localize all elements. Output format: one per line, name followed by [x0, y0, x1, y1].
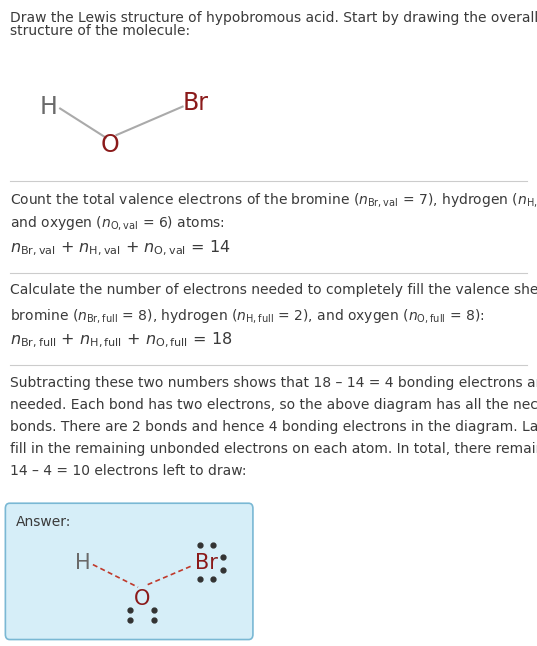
Text: Br: Br — [183, 91, 209, 116]
Text: Br: Br — [195, 554, 218, 573]
Text: $n_{\mathrm{Br,val}}$ + $n_{\mathrm{H,val}}$ + $n_{\mathrm{O,val}}$ = 14: $n_{\mathrm{Br,val}}$ + $n_{\mathrm{H,va… — [10, 238, 230, 258]
Text: Calculate the number of electrons needed to completely fill the valence shells f: Calculate the number of electrons needed… — [10, 283, 537, 297]
Text: bromine ($n_{\mathrm{Br,full}}$ = 8), hydrogen ($n_{\mathrm{H,full}}$ = 2), and : bromine ($n_{\mathrm{Br,full}}$ = 8), hy… — [10, 307, 484, 325]
Text: Draw the Lewis structure of hypobromous acid. Start by drawing the overall: Draw the Lewis structure of hypobromous … — [10, 11, 537, 25]
Text: and oxygen ($n_{\mathrm{O,val}}$ = 6) atoms:: and oxygen ($n_{\mathrm{O,val}}$ = 6) at… — [10, 214, 224, 233]
Text: needed. Each bond has two electrons, so the above diagram has all the necessary: needed. Each bond has two electrons, so … — [10, 398, 537, 412]
Text: H: H — [39, 94, 57, 119]
Text: Answer:: Answer: — [16, 515, 71, 529]
Text: H: H — [75, 554, 91, 573]
Text: structure of the molecule:: structure of the molecule: — [10, 24, 190, 38]
Text: $n_{\mathrm{Br,full}}$ + $n_{\mathrm{H,full}}$ + $n_{\mathrm{O,full}}$ = 18: $n_{\mathrm{Br,full}}$ + $n_{\mathrm{H,f… — [10, 331, 232, 350]
Text: O: O — [101, 133, 119, 158]
FancyBboxPatch shape — [5, 503, 253, 640]
Text: fill in the remaining unbonded electrons on each atom. In total, there remain: fill in the remaining unbonded electrons… — [10, 442, 537, 456]
Text: Count the total valence electrons of the bromine ($n_{\mathrm{Br,val}}$ = 7), hy: Count the total valence electrons of the… — [10, 191, 537, 209]
Text: Subtracting these two numbers shows that 18 – 14 = 4 bonding electrons are: Subtracting these two numbers shows that… — [10, 376, 537, 390]
Text: O: O — [134, 589, 150, 609]
Text: 14 – 4 = 10 electrons left to draw:: 14 – 4 = 10 electrons left to draw: — [10, 464, 246, 478]
Text: bonds. There are 2 bonds and hence 4 bonding electrons in the diagram. Lastly,: bonds. There are 2 bonds and hence 4 bon… — [10, 420, 537, 434]
